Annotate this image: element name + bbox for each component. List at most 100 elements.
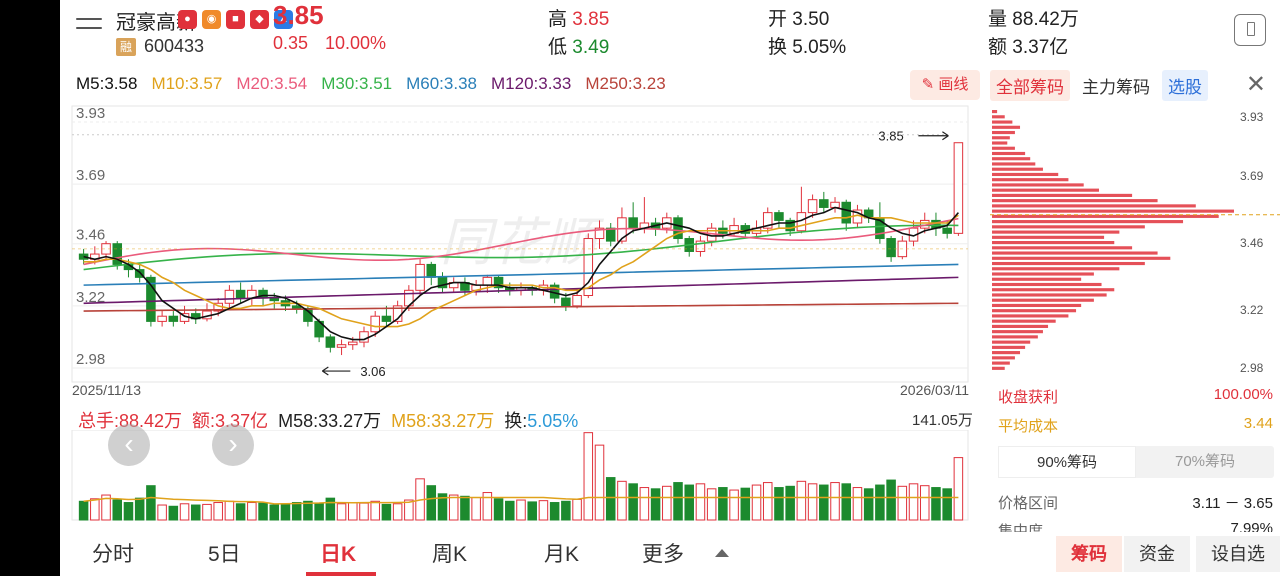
active-tab-underline [306,572,376,576]
low-stat: 低 3.49 [548,32,609,59]
volume-bar [235,503,246,521]
volume-bar [740,487,751,521]
chip-axis-0: 3.93 [1240,110,1264,124]
volume-label: 量 [988,9,1008,30]
volume-bar [796,480,807,521]
chip-button[interactable]: 筹码 [1056,536,1122,572]
chip-bar [992,330,1043,334]
chip-bar [992,277,1082,281]
tab-daily-k[interactable]: 日K [320,543,357,566]
candle-body [819,199,829,208]
draw-line-button[interactable]: ✎ 画线 [910,70,980,100]
ma-legend-item: M60:3.38 [406,74,477,93]
chip-axis-3: 3.22 [1240,303,1264,317]
seg-90-chips[interactable]: 90%筹码 [998,446,1136,478]
tab-all-chips[interactable]: 全部筹码 [990,70,1070,101]
volume-bar [78,500,89,521]
volume-bar [841,483,852,521]
volume-legend: 总手:88.42万 额:3.37亿 M58:33.27万 M58:33.27万 … [78,407,578,433]
candle-body [325,336,336,348]
candle-body [493,276,504,289]
volume-bar [392,503,403,521]
ma-legend-item: M250:3.23 [585,74,666,93]
chip-axis-2: 3.46 [1240,236,1264,250]
chip-bar [992,324,1049,328]
menu-icon[interactable] [76,18,102,40]
chip-bar [992,167,1043,171]
volume-bar [662,485,672,521]
prev-arrow-icon[interactable]: ‹ [108,424,150,466]
start-date: 2025/11/13 [72,382,142,398]
candlestick-chart[interactable]: 3.93 3.69 3.46 3.22 2.98 同花顺 3.85 3.06 [60,100,980,385]
next-arrow-icon[interactable]: › [212,424,254,466]
chip-bar [992,115,1005,119]
price-range-row: 价格区间 3.11 － 3.65 [998,492,1273,513]
tag-badge-icon: ◆ [250,10,269,29]
volume-bar [247,502,257,521]
chip-bar [992,309,1077,313]
candle-body [168,315,179,322]
tab-monthly-k[interactable]: 月K [544,543,580,566]
volume-bar [370,500,380,521]
fund-button[interactable]: 资金 [1124,536,1190,572]
add-watchlist-button[interactable]: 设自选 [1196,536,1280,572]
candle-body [841,201,852,224]
chip-bar [992,298,1094,302]
volume-bar [695,483,706,521]
volume-bar [650,488,661,521]
tab-main-chips[interactable]: 主力筹码 [1082,78,1150,97]
chip-bar [992,125,1021,129]
volume-bar [919,485,930,521]
seg-70-chips[interactable]: 70%筹码 [1174,453,1236,470]
chip-bar [992,120,1013,124]
ma-legend-item: M30:3.51 [321,74,393,93]
volume-bar [751,484,762,521]
volume-total: 总手:88.42万 [78,411,183,431]
volume-m58-black: M58:33.27万 [278,411,382,431]
profit-value: 100.00% [1213,386,1273,403]
volume-chart[interactable] [60,430,980,522]
volume-bar [381,503,392,521]
caret-up-icon[interactable] [715,549,729,557]
high-label: 高 [548,9,568,30]
chip-axis-1: 3.69 [1240,169,1264,183]
volume-bar [505,500,515,521]
volume-bar [852,487,863,521]
orange-badge-icon: ◉ [202,10,221,29]
draw-line-label: 画线 [938,76,969,93]
chip-bar [992,204,1196,208]
chip-bar [992,293,1107,297]
avg-cost-value: 3.44 [1243,415,1273,432]
volume-bar [157,504,167,521]
candle-body [953,142,964,234]
volume-bar [942,488,952,521]
chip-tabs: 全部筹码 主力筹码 选股 [990,70,1208,101]
chip-bar [992,361,1010,365]
period-tabs: 分时 5日 日K 周K 月K 更多 [60,530,1050,576]
volume-bar [280,503,291,521]
volume-bar [863,488,874,521]
amount-stat: 额 3.37亿 [988,32,1068,59]
quote-header: 冠豪高新 ● ◉ ■ ◆ ▲ 3.85 融 600433 0.35 10.00%… [60,0,1280,62]
y-tick-label: 3.93 [76,105,105,122]
tab-weekly-k[interactable]: 周K [432,543,468,566]
volume-bar [807,483,818,521]
amount-value: 3.37亿 [1012,37,1069,58]
concentration-value: 7.99% [1230,520,1273,532]
fullscreen-icon[interactable] [1234,14,1266,46]
tab-5day[interactable]: 5日 [208,543,241,566]
chip-bar [992,162,1036,166]
volume-bar [886,479,896,521]
price-range-value: 3.11 － 3.65 [1192,495,1273,512]
candle-body [561,297,571,307]
tab-more[interactable]: 更多 [642,543,684,566]
chip-bar [992,366,1005,370]
tab-pick-stock[interactable]: 选股 [1162,70,1208,101]
volume-bar [359,502,369,521]
volume-bar [426,485,437,521]
volume-bar [706,488,717,521]
current-price: 3.85 [273,0,324,30]
candle-body [112,243,123,265]
tab-intraday[interactable]: 分时 [92,543,134,566]
close-icon[interactable]: ✕ [1245,71,1266,98]
